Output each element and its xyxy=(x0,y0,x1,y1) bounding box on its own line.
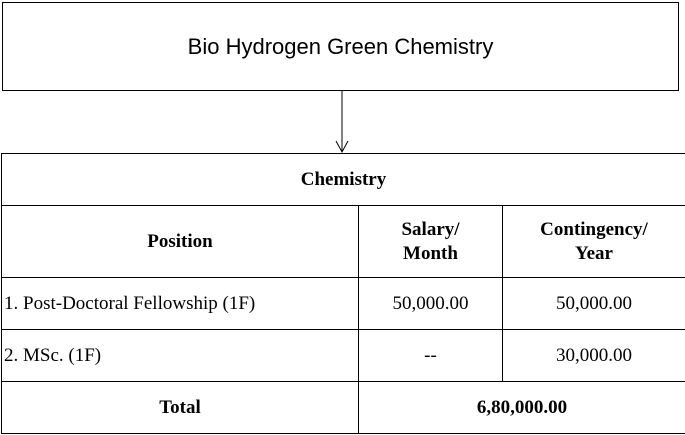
contingency-header-line2: Year xyxy=(575,242,613,264)
position-header: Position xyxy=(1,205,359,278)
position-cell: 1. Post-Doctoral Fellowship (1F) xyxy=(1,277,359,330)
budget-table: Chemistry Position Salary/ Month Conting… xyxy=(1,153,685,434)
section-row: Chemistry xyxy=(1,153,685,206)
salary-header-line1: Salary/ xyxy=(401,218,460,240)
connector-arrow xyxy=(335,91,349,154)
title-box: Bio Hydrogen Green Chemistry xyxy=(2,2,679,91)
table-row: 1. Post-Doctoral Fellowship (1F) 50,000.… xyxy=(1,277,685,330)
salary-cell: 50,000.00 xyxy=(358,277,503,330)
position-cell: 2. MSc. (1F) xyxy=(1,329,359,382)
section-header: Chemistry xyxy=(1,153,685,206)
contingency-header-line1: Contingency/ xyxy=(540,218,648,240)
salary-header-line2: Month xyxy=(403,242,458,264)
salary-cell: -- xyxy=(358,329,503,382)
contingency-header: Contingency/ Year xyxy=(502,205,685,278)
column-header-row: Position Salary/ Month Contingency/ Year xyxy=(1,205,685,278)
total-row: Total 6,80,000.00 xyxy=(1,381,685,434)
contingency-cell: 50,000.00 xyxy=(502,277,685,330)
table-row: 2. MSc. (1F) -- 30,000.00 xyxy=(1,329,685,382)
salary-header: Salary/ Month xyxy=(358,205,503,278)
total-value: 6,80,000.00 xyxy=(358,381,685,434)
contingency-cell: 30,000.00 xyxy=(502,329,685,382)
total-label: Total xyxy=(1,381,359,434)
diagram-title: Bio Hydrogen Green Chemistry xyxy=(187,33,494,59)
